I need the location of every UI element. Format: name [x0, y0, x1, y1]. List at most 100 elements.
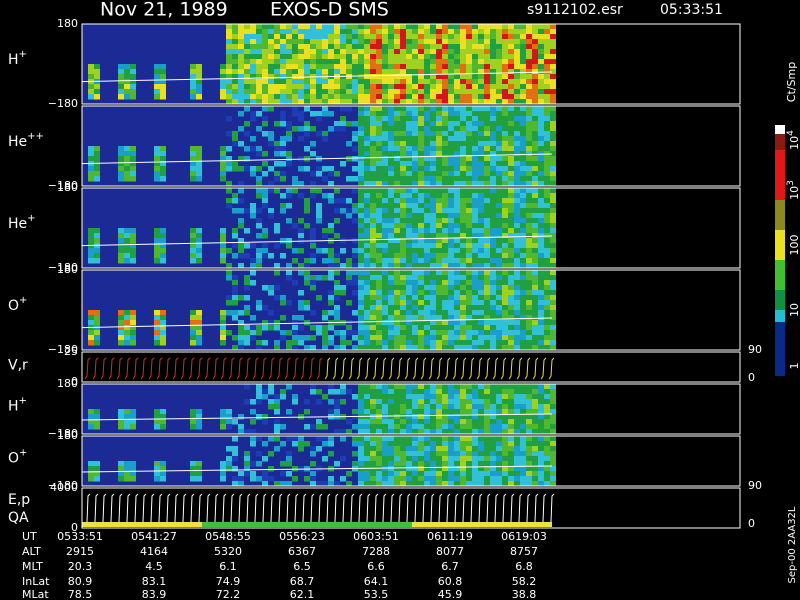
spectrogram-cell [364, 69, 370, 75]
spectrogram-cell [262, 161, 268, 167]
spectrogram-cell [196, 409, 202, 415]
spectrogram-cell [442, 74, 448, 80]
spectrogram-cell [304, 203, 310, 209]
spectrogram-cell [436, 24, 442, 30]
spectrogram-cell [496, 253, 502, 259]
spectrogram-cell [550, 300, 556, 306]
spectrogram-cell [436, 79, 442, 85]
spectrogram-cell [430, 54, 436, 60]
spectrogram-cell [382, 166, 388, 172]
spectrogram-cell [322, 325, 328, 331]
spectrogram-cell [448, 300, 454, 306]
spectrogram-cell [472, 188, 478, 194]
spectrogram-cell [388, 24, 394, 30]
spectrogram-cell [376, 156, 382, 162]
spectrogram-cell [406, 325, 412, 331]
spectrogram-cell [382, 151, 388, 157]
spectrogram-cell [484, 404, 490, 410]
spectrogram-cell [454, 258, 460, 264]
spectrogram-cell [508, 320, 514, 326]
spectrogram-cell [448, 29, 454, 35]
spectrogram-cell [490, 54, 496, 60]
spectrogram-cell [514, 290, 520, 296]
spectrogram-cell [382, 258, 388, 264]
spectrogram-cell [382, 24, 388, 30]
spectrogram-cell [508, 340, 514, 346]
spectrogram-cell [220, 79, 226, 85]
spectrogram-cell [268, 208, 274, 214]
spectrogram-cell [130, 151, 136, 157]
spectrogram-cell [118, 151, 124, 157]
spectrogram-cell [118, 419, 124, 425]
trace [436, 357, 443, 380]
spectrogram-cell [460, 419, 466, 425]
spectrogram-cell [490, 233, 496, 239]
spectrogram-cell [460, 49, 466, 55]
spectrogram-cell [352, 238, 358, 244]
trace [252, 493, 259, 526]
spectrogram-cell [388, 300, 394, 306]
trace [132, 493, 139, 526]
spectrogram-cell [478, 156, 484, 162]
label-exp: 3 [786, 180, 796, 186]
spectrogram-cell [244, 166, 250, 172]
spectrogram-cell [508, 166, 514, 172]
spectrogram-cell [454, 394, 460, 400]
spectrogram-cell [520, 345, 526, 351]
spectrogram-cell [502, 320, 508, 326]
spectrogram-cell [472, 335, 478, 341]
trace [180, 493, 187, 526]
spectrogram-cell [376, 258, 382, 264]
spectrogram-cell [382, 248, 388, 254]
spectrogram-cell [94, 320, 100, 326]
spectrogram-cell [538, 404, 544, 410]
spectrogram-cell [160, 166, 166, 172]
spectrogram-cell [424, 203, 430, 209]
spectrogram-cell [478, 263, 484, 269]
spectrogram-cell [382, 466, 388, 472]
spectrogram-cell [310, 258, 316, 264]
trace [508, 493, 515, 526]
spectrogram-cell [442, 54, 448, 60]
spectrogram-cell [388, 345, 394, 351]
spectrogram-cell [370, 136, 376, 142]
spectrogram-cell [496, 461, 502, 467]
spectrogram-cell [454, 436, 460, 442]
spectrogram-cell [484, 126, 490, 132]
spectrogram-cell [550, 414, 556, 420]
spectrogram-cell [496, 131, 502, 137]
spectrogram-cell [430, 146, 436, 152]
spectrogram-cell [220, 424, 226, 430]
spectrogram-cell [508, 446, 514, 452]
trace [316, 357, 323, 380]
spectrogram-cell [526, 121, 532, 127]
label-base: O [8, 298, 19, 314]
spectrogram-cell [406, 156, 412, 162]
spectrogram-cell [430, 238, 436, 244]
row-value: 6367 [288, 545, 316, 558]
spectrogram-cell [442, 456, 448, 462]
spectrogram-cell [334, 461, 340, 467]
spectrogram-cell [94, 156, 100, 162]
spectrogram-cell [250, 208, 256, 214]
spectrogram-cell [328, 248, 334, 254]
spectrogram-cell [340, 24, 346, 30]
spectrogram-cell [316, 208, 322, 214]
row-value: 4.5 [145, 560, 163, 573]
spectrogram-cell [346, 429, 352, 435]
spectrogram-cell [490, 461, 496, 467]
spectrogram-cell [328, 481, 334, 487]
spectrogram-cell [538, 414, 544, 420]
spectrogram-cell [394, 49, 400, 55]
spectrogram-cell [232, 275, 238, 281]
spectrogram-cell [412, 99, 418, 105]
spectrogram-cell [226, 466, 232, 472]
spectrogram-cell [286, 74, 292, 80]
spectrogram-cell [430, 94, 436, 100]
spectrogram-cell [532, 44, 538, 50]
spectrogram-cell [538, 471, 544, 477]
spectrogram-cell [358, 399, 364, 405]
spectrogram-cell [376, 141, 382, 147]
spectrogram-cell [436, 404, 442, 410]
spectrogram-cell [352, 34, 358, 40]
